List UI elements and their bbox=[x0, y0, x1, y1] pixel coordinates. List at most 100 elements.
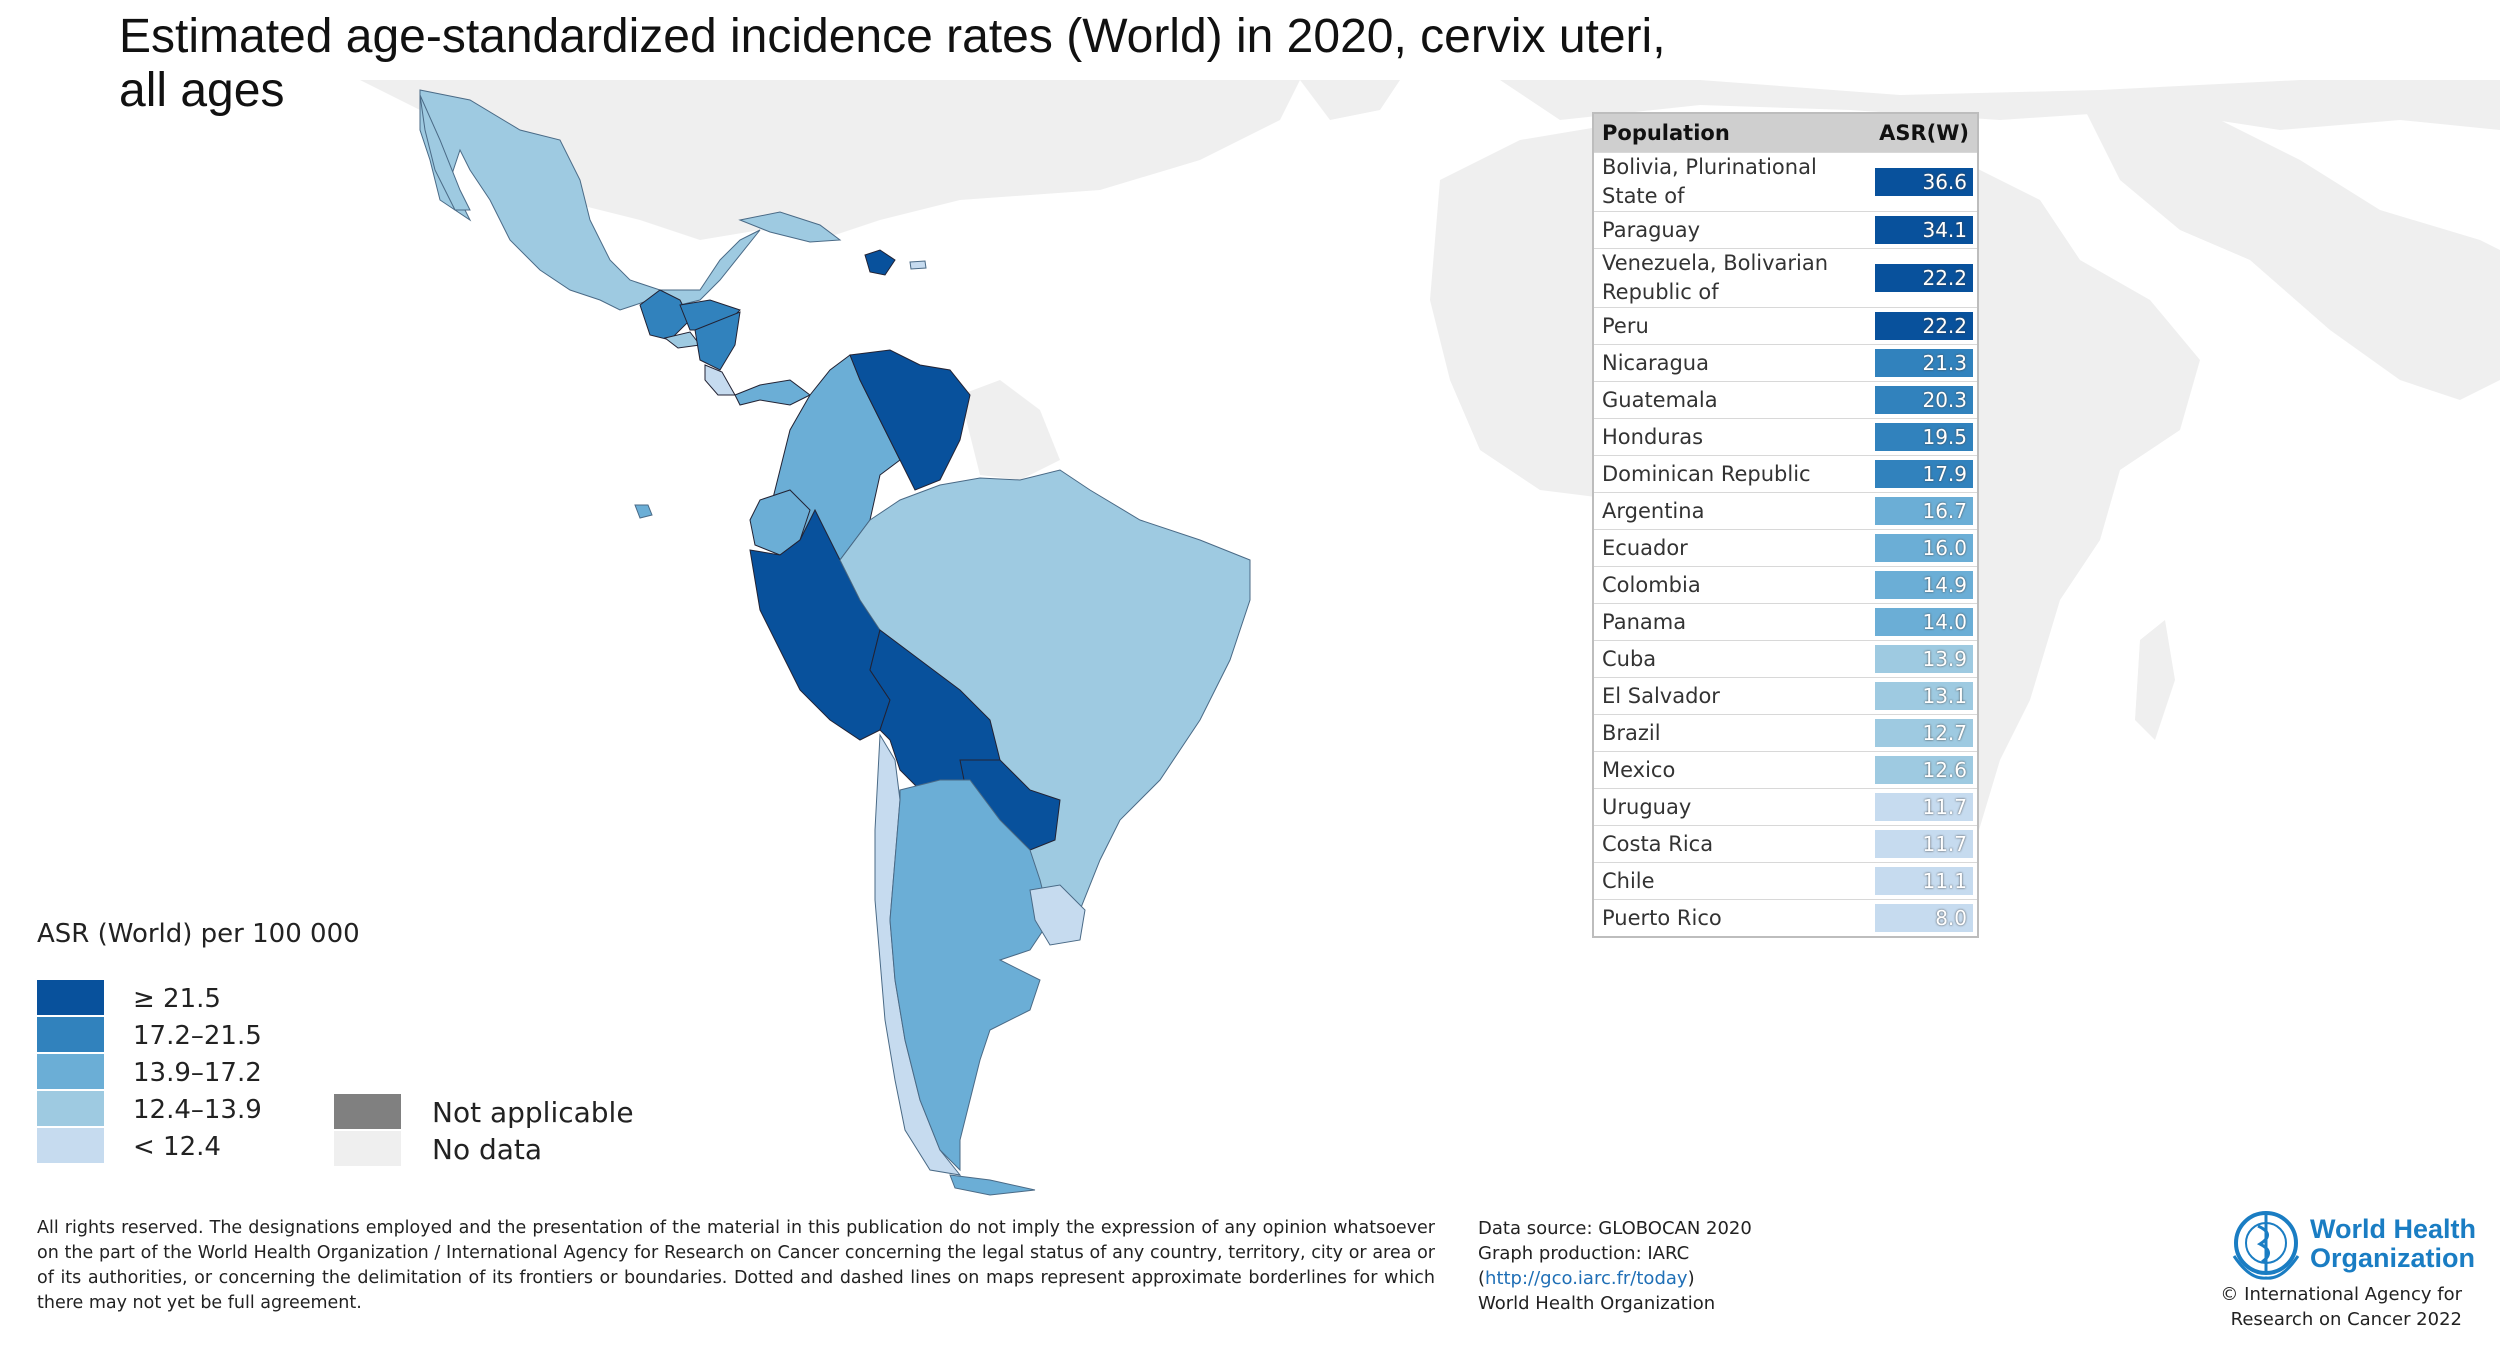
legend-label: 17.2–21.5 bbox=[133, 1021, 262, 1051]
asr-value: 11.7 bbox=[1875, 793, 1973, 821]
country-name: Honduras bbox=[1593, 418, 1872, 456]
header-asr: ASR(W) bbox=[1871, 113, 1978, 153]
legend-swatch bbox=[37, 980, 104, 1015]
madagascar bbox=[2135, 620, 2175, 740]
table-row: Puerto Rico 8.0 bbox=[1593, 899, 1978, 937]
legend-label: < 12.4 bbox=[133, 1132, 221, 1162]
argentina bbox=[889, 779, 1051, 1172]
who-name: World Health Organization bbox=[2310, 1215, 2476, 1273]
who-name-line2: Organization bbox=[2310, 1243, 2476, 1273]
uruguay bbox=[1029, 884, 1086, 946]
asr-value-cell: 36.6 bbox=[1871, 152, 1978, 212]
graph-production-line: Graph production: IARC bbox=[1478, 1243, 1690, 1264]
asr-value-cell: 21.3 bbox=[1871, 344, 1978, 382]
table-row: Venezuela, Bolivarian Republic of 22.2 bbox=[1593, 248, 1978, 308]
asr-value-cell: 8.0 bbox=[1871, 899, 1978, 937]
legend-swatch bbox=[334, 1131, 401, 1166]
table-row: Panama 14.0 bbox=[1593, 603, 1978, 641]
who-emblem-icon bbox=[2232, 1211, 2300, 1280]
table-row: Dominican Republic 17.9 bbox=[1593, 455, 1978, 493]
country-name: Paraguay bbox=[1593, 211, 1872, 249]
country-name: Cuba bbox=[1593, 640, 1872, 678]
asr-value: 21.3 bbox=[1875, 349, 1973, 377]
link-paren-open: ( bbox=[1478, 1268, 1486, 1289]
country-name: El Salvador bbox=[1593, 677, 1872, 715]
asr-value-cell: 16.7 bbox=[1871, 492, 1978, 530]
legend-swatch bbox=[334, 1094, 401, 1129]
country-name: Costa Rica bbox=[1593, 825, 1872, 863]
asr-value-cell: 14.0 bbox=[1871, 603, 1978, 641]
table-row: Cuba 13.9 bbox=[1593, 640, 1978, 678]
country-name: Dominican Republic bbox=[1593, 455, 1872, 493]
north-america-landmass bbox=[360, 80, 1300, 240]
asr-value-cell: 20.3 bbox=[1871, 381, 1978, 419]
asr-value-cell: 16.0 bbox=[1871, 529, 1978, 567]
copyright: © International Agency for Research on C… bbox=[2062, 1282, 2462, 1332]
europe-landmass bbox=[1500, 80, 2500, 130]
asr-value: 17.9 bbox=[1875, 460, 1973, 488]
asr-value-cell: 11.7 bbox=[1871, 788, 1978, 826]
table-row: Paraguay 34.1 bbox=[1593, 211, 1978, 249]
asr-value-cell: 17.9 bbox=[1871, 455, 1978, 493]
asr-value: 8.0 bbox=[1875, 904, 1973, 932]
puerto-rico bbox=[909, 260, 927, 270]
source-link[interactable]: http://gco.iarc.fr/today bbox=[1485, 1268, 1688, 1289]
baja-california bbox=[419, 94, 471, 211]
country-name: Uruguay bbox=[1593, 788, 1872, 826]
choropleth-map bbox=[360, 80, 2500, 1196]
table-row: Brazil 12.7 bbox=[1593, 714, 1978, 752]
asr-value: 13.9 bbox=[1875, 645, 1973, 673]
asr-value: 11.1 bbox=[1875, 867, 1973, 895]
table-header-row: Population ASR(W) bbox=[1593, 113, 1978, 153]
table-row: Colombia 14.9 bbox=[1593, 566, 1978, 604]
asr-value-cell: 14.9 bbox=[1871, 566, 1978, 604]
asr-value: 22.2 bbox=[1875, 264, 1973, 292]
asr-value: 12.6 bbox=[1875, 756, 1973, 784]
table-row: Honduras 19.5 bbox=[1593, 418, 1978, 456]
arabia-landmass bbox=[2080, 100, 2500, 400]
table-row: Chile 11.1 bbox=[1593, 862, 1978, 900]
country-name: Bolivia, Plurinational State of bbox=[1593, 152, 1872, 212]
who-name-line1: World Health bbox=[2310, 1214, 2477, 1244]
header-population: Population bbox=[1593, 113, 1872, 153]
asr-value-cell: 19.5 bbox=[1871, 418, 1978, 456]
table-row: Nicaragua 21.3 bbox=[1593, 344, 1978, 382]
cuba bbox=[738, 211, 842, 243]
asr-value-cell: 34.1 bbox=[1871, 211, 1978, 249]
source-line: Data source: GLOBOCAN 2020 bbox=[1478, 1218, 1752, 1239]
source-link-line: (http://gco.iarc.fr/today) bbox=[1478, 1266, 1752, 1291]
nicaragua bbox=[694, 311, 741, 371]
table-body: Bolivia, Plurinational State of 36.6 Parag… bbox=[1593, 152, 1978, 937]
legend-label: ≥ 21.5 bbox=[133, 984, 221, 1014]
asr-value-cell: 12.6 bbox=[1871, 751, 1978, 789]
guianas bbox=[960, 380, 1060, 480]
table-row: El Salvador 13.1 bbox=[1593, 677, 1978, 715]
country-name: Puerto Rico bbox=[1593, 899, 1872, 937]
asr-value: 19.5 bbox=[1875, 423, 1973, 451]
legend-swatch bbox=[37, 1054, 104, 1089]
table-row: Mexico 12.6 bbox=[1593, 751, 1978, 789]
asr-value: 36.6 bbox=[1875, 168, 1973, 196]
asr-value-cell: 22.2 bbox=[1871, 307, 1978, 345]
legend-label: Not applicable bbox=[432, 1096, 634, 1129]
asr-value: 11.7 bbox=[1875, 830, 1973, 858]
link-paren-close: ) bbox=[1687, 1268, 1695, 1289]
copyright-line2: Research on Cancer 2022 bbox=[2230, 1309, 2462, 1330]
asr-value: 16.7 bbox=[1875, 497, 1973, 525]
costa-rica bbox=[704, 364, 736, 396]
asr-value: 20.3 bbox=[1875, 386, 1973, 414]
asr-value-cell: 22.2 bbox=[1871, 248, 1978, 308]
country-name: Ecuador bbox=[1593, 529, 1872, 567]
asr-value: 13.1 bbox=[1875, 682, 1973, 710]
dominican-republic bbox=[864, 249, 896, 276]
country-name: Colombia bbox=[1593, 566, 1872, 604]
legend-label: 12.4–13.9 bbox=[133, 1095, 262, 1125]
legend-swatch bbox=[37, 1128, 104, 1163]
legend-title: ASR (World) per 100 000 bbox=[37, 919, 360, 949]
country-name: Nicaragua bbox=[1593, 344, 1872, 382]
map-title: Estimated age-standardized incidence rat… bbox=[119, 10, 1666, 117]
asr-value: 14.9 bbox=[1875, 571, 1973, 599]
legend-label: No data bbox=[432, 1133, 543, 1166]
table-row: Ecuador 16.0 bbox=[1593, 529, 1978, 567]
country-name: Brazil bbox=[1593, 714, 1872, 752]
